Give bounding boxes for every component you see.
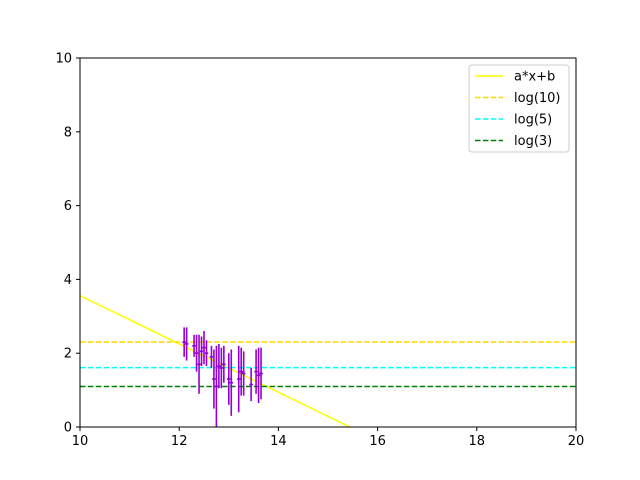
y-tick-label-5: 10 <box>55 52 72 67</box>
axes-frame <box>79 57 577 428</box>
y-tick-label-2: 4 <box>64 273 72 288</box>
axes-layer: 10 12 14 16 18 20 0 2 4 6 8 10 <box>55 52 584 450</box>
legend: a*x+b log(10) log(5) log(3) <box>468 64 570 153</box>
legend-box <box>468 64 570 153</box>
x-tick-label-2: 14 <box>270 434 287 449</box>
plot-area <box>80 294 576 427</box>
x-tick-label-3: 16 <box>369 434 386 449</box>
series-line-0 <box>80 294 351 427</box>
y-tick-label-3: 6 <box>64 199 72 214</box>
x-tick-label-0: 10 <box>72 434 89 449</box>
x-tick-label-4: 18 <box>469 434 486 449</box>
y-tick-label-4: 8 <box>64 125 72 140</box>
legend-label-2: log(5) <box>514 113 552 128</box>
legend-label-0: a*x+b <box>514 70 555 85</box>
y-tick-label-0: 0 <box>64 421 72 436</box>
x-tick-label-1: 12 <box>171 434 188 449</box>
legend-label-1: log(10) <box>514 91 561 106</box>
y-tick-label-1: 2 <box>64 347 72 362</box>
legend-label-3: log(3) <box>514 134 552 149</box>
plot-layer <box>80 294 576 427</box>
x-tick-label-5: 20 <box>568 434 585 449</box>
